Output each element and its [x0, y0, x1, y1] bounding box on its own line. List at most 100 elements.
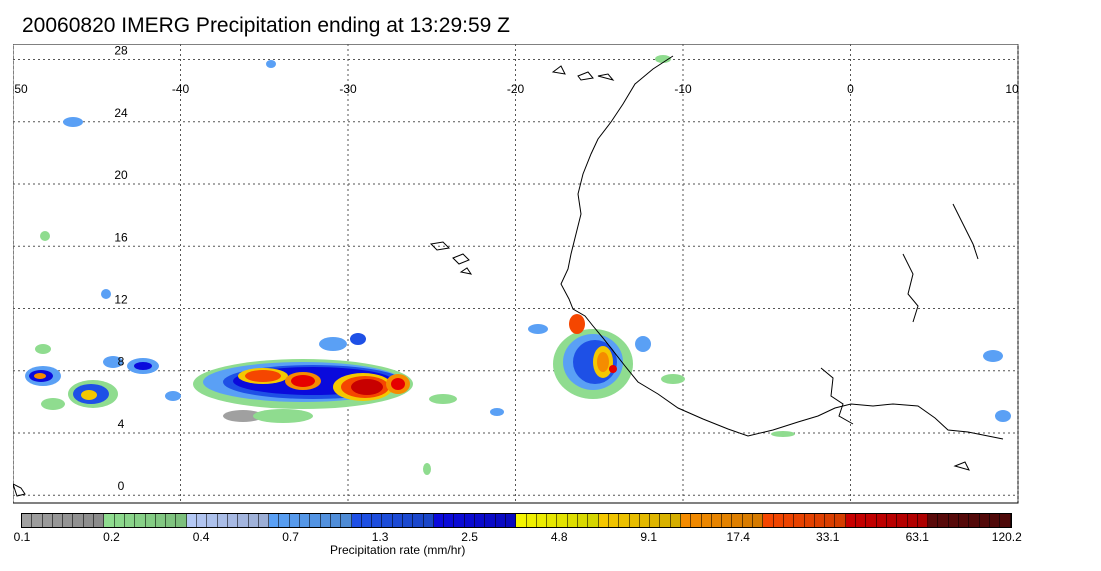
colorbar-swatch: [289, 514, 301, 527]
colorbar-swatch: [681, 514, 692, 527]
colorbar-swatch: [176, 514, 187, 527]
page-title: 20060820 IMERG Precipitation ending at 1…: [22, 14, 510, 37]
colorbar-swatch: [742, 514, 754, 527]
precipitation-field: [25, 55, 1011, 475]
colorbar-swatch: [588, 514, 599, 527]
precipitation-map: -50 -40 -30 -20 -10 0 10 28 24 20 16 12 8 4 0: [10, 43, 1019, 504]
colorbar-swatch: [959, 514, 970, 527]
colorbar-label: 4.8: [550, 530, 568, 544]
colorbar-swatch: [258, 514, 270, 527]
colorbar-swatch: [279, 514, 290, 527]
map-panel: -50 -40 -30 -20 -10 0 10 28 24 20 16 12 8 4 0: [10, 43, 1021, 509]
precip-system-west: [25, 344, 181, 410]
colorbar-swatch: [928, 514, 939, 527]
colorbar-swatch: [526, 514, 537, 527]
colorbar-swatch: [619, 514, 630, 527]
colorbar-swatch: [464, 514, 476, 527]
colorbar-swatch: [372, 514, 383, 527]
lon-label: -40: [172, 82, 190, 96]
colorbar-swatch: [22, 514, 33, 527]
colorbar-swatch: [300, 514, 311, 527]
colorbar-swatch: [948, 514, 960, 527]
colorbar-swatch: [413, 514, 424, 527]
colorbar-swatch: [866, 514, 877, 527]
colorbar-swatch: [856, 514, 867, 527]
colorbar-swatch: [732, 514, 743, 527]
colorbar-swatch: [763, 514, 774, 527]
precip-system-africa: [528, 314, 685, 399]
colorbar-swatch: [598, 514, 609, 527]
colorbar-swatch: [63, 514, 74, 527]
lon-label: -20: [507, 82, 525, 96]
colorbar-label: 9.1: [640, 530, 658, 544]
colorbar-swatch: [238, 514, 249, 527]
lon-label: -30: [339, 82, 357, 96]
colorbar-swatch: [351, 514, 362, 527]
colorbar-title: Precipitation rate (mm/hr): [330, 543, 466, 557]
colorbar-swatch: [825, 514, 836, 527]
colorbar-swatch: [341, 514, 352, 527]
map-gridlines: [12, 44, 1019, 503]
colorbar-label: 0.4: [192, 530, 210, 544]
colorbar-swatch: [773, 514, 784, 527]
colorbar-label: 33.1: [816, 530, 840, 544]
lat-label: 8: [118, 355, 125, 369]
colorbar-swatch: [722, 514, 733, 527]
colorbar-label: 120.2: [991, 530, 1022, 544]
lon-label: -10: [674, 82, 692, 96]
colorbar-swatch: [886, 514, 898, 527]
colorbar-label: 63.1: [905, 530, 929, 544]
lon-label: 10: [1005, 82, 1019, 96]
colorbar-swatch: [186, 514, 198, 527]
lat-label: 0: [118, 479, 125, 493]
colorbar-swatch: [536, 514, 548, 527]
colorbar-swatch: [310, 514, 321, 527]
colorbar-swatch: [382, 514, 393, 527]
colorbar-swatch: [433, 514, 445, 527]
longitude-labels: -50 -40 -30 -20 -10 0 10 28 24 20 16 12 8 4 0: [10, 44, 1019, 494]
colorbar-swatch: [845, 514, 857, 527]
colorbar-swatch: [392, 514, 403, 527]
colorbar-swatch: [330, 514, 342, 527]
colorbar-swatch: [145, 514, 156, 527]
lat-label: 16: [114, 230, 128, 244]
colorbar-swatch: [578, 514, 589, 527]
colorbar-swatch: [969, 514, 980, 527]
colorbar-swatch: [135, 514, 146, 527]
colorbar-swatch: [423, 514, 434, 527]
colorbar-swatch: [660, 514, 671, 527]
colorbar-swatch: [794, 514, 805, 527]
colorbar-swatch: [155, 514, 167, 527]
colorbar-swatch: [124, 514, 136, 527]
colorbar-swatch: [783, 514, 795, 527]
colorbar-swatch: [32, 514, 43, 527]
lat-label: 20: [114, 168, 128, 182]
lon-label: 0: [847, 82, 854, 96]
colorbar-swatch: [917, 514, 929, 527]
colorbar-swatch: [505, 514, 517, 527]
precip-scattered: [40, 55, 1011, 475]
colorbar-label: 0.2: [103, 530, 120, 544]
colorbar-swatch: [639, 514, 651, 527]
colorbar-label: 0.7: [282, 530, 299, 544]
colorbar-label: 0.1: [13, 530, 31, 544]
colorbar-swatch: [547, 514, 558, 527]
colorbar-swatch: [1000, 514, 1011, 527]
colorbar-swatch: [567, 514, 579, 527]
colorbar-swatch: [454, 514, 465, 527]
coastline: [12, 55, 1004, 497]
colorbar-swatch: [73, 514, 84, 527]
colorbar-swatch: [104, 514, 115, 527]
colorbar-swatch: [485, 514, 496, 527]
colorbar-swatch: [248, 514, 259, 527]
colorbar-swatch: [94, 514, 105, 527]
colorbar-swatch: [670, 514, 681, 527]
colorbar-swatch: [207, 514, 218, 527]
colorbar-swatch: [114, 514, 125, 527]
colorbar-swatch: [557, 514, 568, 527]
colorbar-swatch: [320, 514, 331, 527]
colorbar-swatch: [444, 514, 455, 527]
colorbar-swatch: [814, 514, 826, 527]
colorbar-swatch: [650, 514, 661, 527]
colorbar-swatch: [804, 514, 815, 527]
